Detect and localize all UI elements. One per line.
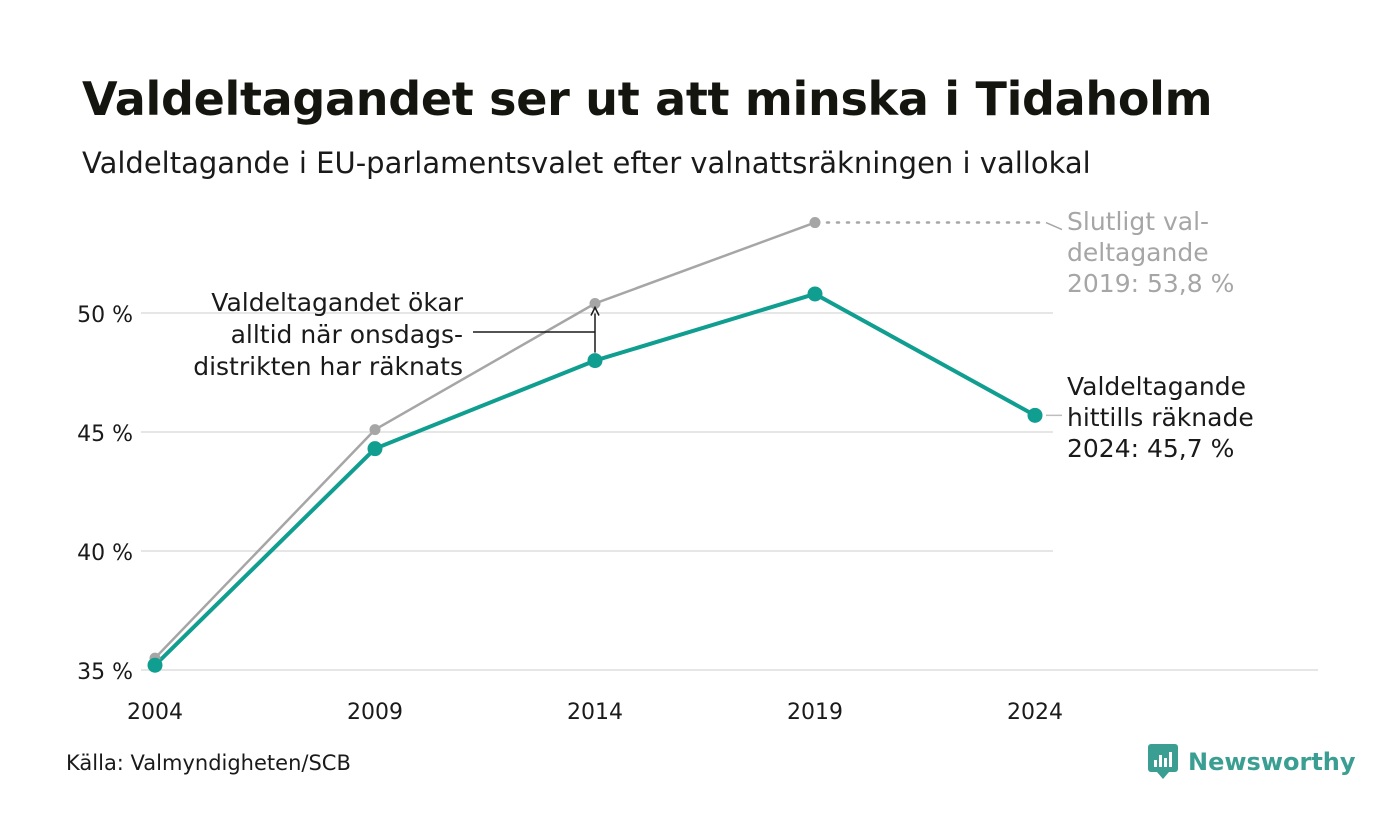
data-point-current: [367, 441, 383, 457]
page-title: Valdeltagandet ser ut att minska i Tidah…: [82, 72, 1213, 126]
x-axis-ticks: 2004 2009 2014 2019 2024: [127, 700, 1063, 725]
x-tick-label: 2014: [567, 700, 623, 725]
data-point-final: [809, 217, 821, 229]
data-point-current: [587, 353, 603, 369]
y-axis-ticks: 35 % 40 % 45 % 50 %: [77, 303, 133, 685]
brand-logo: Newsworthy: [1148, 744, 1356, 780]
annotation-current-2024: 2024: 45,7 %: [1067, 434, 1234, 463]
x-tick-label: 2009: [347, 700, 403, 725]
page-subtitle: Valdeltagande i EU-parlamentsvalet efter…: [82, 146, 1091, 180]
y-tick-label: 45 %: [77, 422, 133, 447]
series-points: [147, 217, 1043, 673]
annotation-current-2024: Valdeltagande: [1067, 372, 1246, 401]
data-point-current: [807, 286, 823, 302]
data-point-final: [589, 297, 601, 309]
brand-name: Newsworthy: [1188, 748, 1356, 776]
x-tick-label: 2019: [787, 700, 843, 725]
annotation-wednesday: alltid när onsdags-: [231, 320, 463, 349]
annotation-wednesday: distrikten har räknats: [193, 352, 463, 381]
final-2019-tick: [1045, 221, 1063, 231]
annotation-current-2024: hittills räknade: [1067, 403, 1254, 432]
annotation-wednesday: Valdeltagandet ökar: [211, 288, 463, 317]
wednesday-arrowhead: [590, 305, 600, 316]
data-point-final: [369, 424, 381, 436]
annotation-final-2019: Slutligt val-: [1067, 207, 1209, 236]
annotation-final-2019: deltagande: [1067, 238, 1209, 267]
newsworthy-logo-icon: [1148, 744, 1178, 779]
annotation-final-2019: 2019: 53,8 %: [1067, 269, 1234, 298]
data-point-current: [1027, 407, 1043, 423]
x-tick-label: 2004: [127, 700, 183, 725]
source-note: Källa: Valmyndigheten/SCB: [66, 751, 351, 775]
data-point-current: [147, 657, 163, 673]
x-tick-label: 2024: [1007, 700, 1063, 725]
series-line-final: [153, 221, 817, 660]
y-tick-label: 35 %: [77, 660, 133, 685]
y-tick-label: 40 %: [77, 541, 133, 566]
y-tick-label: 50 %: [77, 303, 133, 328]
